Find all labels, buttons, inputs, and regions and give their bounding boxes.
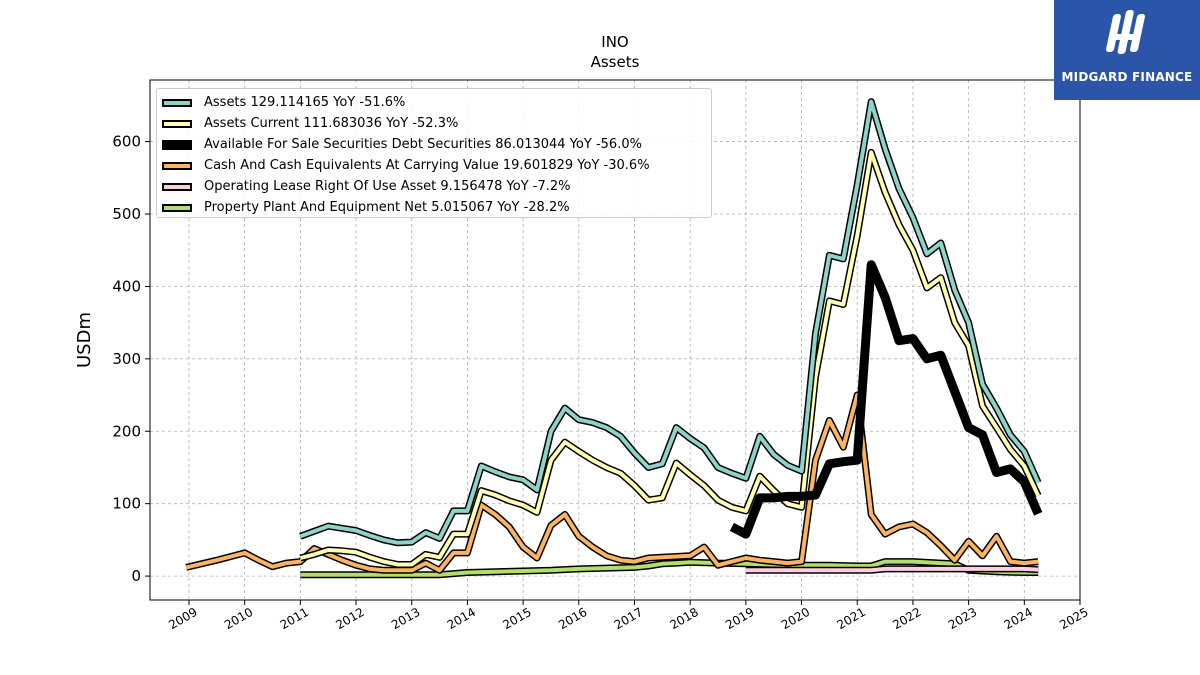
y-tick-label: 500 <box>112 205 141 223</box>
x-tick-label: 2020 <box>779 605 812 632</box>
legend-label: Assets Current 111.683036 YoY -52.3% <box>204 116 459 131</box>
legend-swatch <box>162 98 192 107</box>
legend-item: Cash And Cash Equivalents At Carrying Va… <box>157 155 711 176</box>
x-tick-label: 2009 <box>166 605 199 632</box>
x-tick-label: 2023 <box>946 605 979 632</box>
legend-label: Cash And Cash Equivalents At Carrying Va… <box>204 158 650 173</box>
x-tick-label: 2015 <box>500 605 533 632</box>
y-tick-label: 300 <box>112 350 141 368</box>
legend-swatch <box>162 119 192 128</box>
y-tick-label: 400 <box>112 277 141 295</box>
series-line-0 <box>299 99 1041 545</box>
legend-item: Assets 129.114165 YoY -51.6% <box>157 92 711 113</box>
x-tick-label: 2014 <box>445 605 478 632</box>
series-line-2 <box>729 260 1043 539</box>
x-tick-label: 2018 <box>667 605 700 632</box>
legend-label: Assets 129.114165 YoY -51.6% <box>204 95 406 110</box>
brand-logo: MIDGARD FINANCE <box>1054 0 1200 100</box>
x-tick-label: 2021 <box>835 605 868 632</box>
legend-swatch <box>162 139 192 150</box>
chart-subtitle: Assets <box>590 53 640 71</box>
y-tick-label: 0 <box>131 567 141 585</box>
x-tick-label: 2024 <box>1002 605 1035 632</box>
chart-title: INO <box>601 33 629 51</box>
series-line-3 <box>185 393 1039 573</box>
legend-label: Operating Lease Right Of Use Asset 9.156… <box>204 179 571 194</box>
legend-item: Assets Current 111.683036 YoY -52.3% <box>157 113 711 134</box>
legend-swatch <box>162 203 192 212</box>
x-tick-label: 2025 <box>1057 605 1090 632</box>
series-line-5 <box>300 559 1039 577</box>
x-tick-label: 2013 <box>389 605 422 632</box>
y-tick-label: 200 <box>112 422 141 440</box>
series-line-4 <box>745 566 1039 573</box>
legend-swatch <box>162 161 192 170</box>
y-axis-label: USDm <box>74 312 95 368</box>
legend-item: Property Plant And Equipment Net 5.01506… <box>157 197 711 218</box>
x-tick-label: 2011 <box>278 605 311 632</box>
series-line-1 <box>299 150 1041 567</box>
legend-label: Available For Sale Securities Debt Secur… <box>204 137 642 152</box>
legend-label: Property Plant And Equipment Net 5.01506… <box>204 200 570 215</box>
x-tick-label: 2019 <box>723 605 756 632</box>
x-tick-label: 2016 <box>556 605 589 632</box>
legend-item: Operating Lease Right Of Use Asset 9.156… <box>157 176 711 197</box>
x-tick-label: 2012 <box>333 605 366 632</box>
x-tick-label: 2022 <box>890 605 923 632</box>
legend-item: Available For Sale Securities Debt Secur… <box>157 134 711 155</box>
logo-icon <box>1106 10 1145 54</box>
y-tick-label: 100 <box>112 495 141 513</box>
x-tick-label: 2010 <box>222 605 255 632</box>
legend: Assets 129.114165 YoY -51.6% Assets Curre… <box>156 88 712 218</box>
legend-swatch <box>162 182 192 191</box>
logo-text: MIDGARD FINANCE <box>1061 70 1193 84</box>
series-layer <box>185 98 1043 579</box>
y-tick-label: 600 <box>112 133 141 151</box>
x-tick-label: 2017 <box>612 605 645 632</box>
series-outline-3 <box>185 391 1039 574</box>
plot-frame <box>149 79 1081 601</box>
